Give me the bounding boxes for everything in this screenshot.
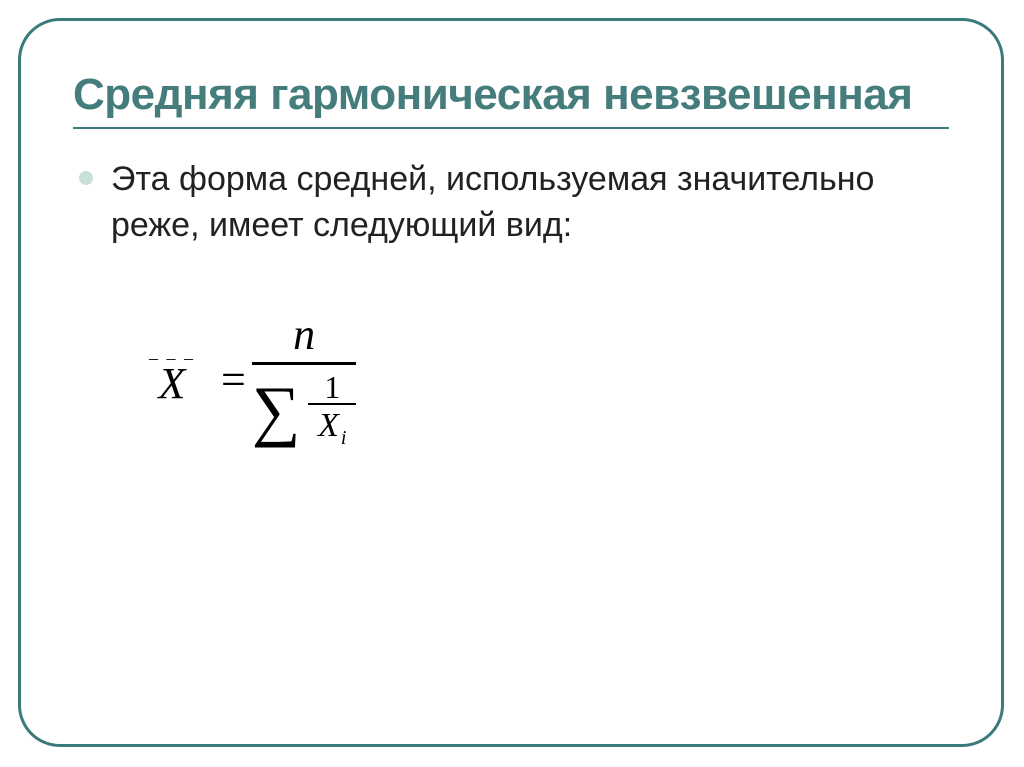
lhs-variable: X [149, 364, 195, 404]
inner-denominator-var: X [318, 407, 339, 444]
inner-fraction: 1 Xi [308, 371, 356, 449]
bullet-text: Эта форма средней, используемая значител… [111, 157, 949, 249]
equals-sign: = [221, 354, 246, 405]
inner-denominator-sub: i [341, 427, 347, 449]
slide-frame: Средняя гармоническая невзвешенная Эта ф… [18, 18, 1004, 747]
inner-numerator: 1 [320, 371, 344, 403]
inner-denominator: Xi [318, 405, 346, 449]
denominator: ∑ 1 Xi [252, 365, 356, 449]
bullet-dot-icon [79, 171, 93, 185]
slide-body: Эта форма средней, используемая значител… [73, 157, 949, 449]
sum-symbol: ∑ [252, 383, 300, 437]
formula: – – – X = n ∑ 1 Xi [149, 309, 949, 449]
slide-title: Средняя гармоническая невзвешенная [73, 71, 949, 119]
title-underline [73, 127, 949, 129]
bullet-item: Эта форма средней, используемая значител… [79, 157, 949, 249]
formula-lhs: – – – X [149, 355, 195, 404]
numerator: n [253, 309, 355, 362]
main-fraction: n ∑ 1 Xi [252, 309, 356, 449]
